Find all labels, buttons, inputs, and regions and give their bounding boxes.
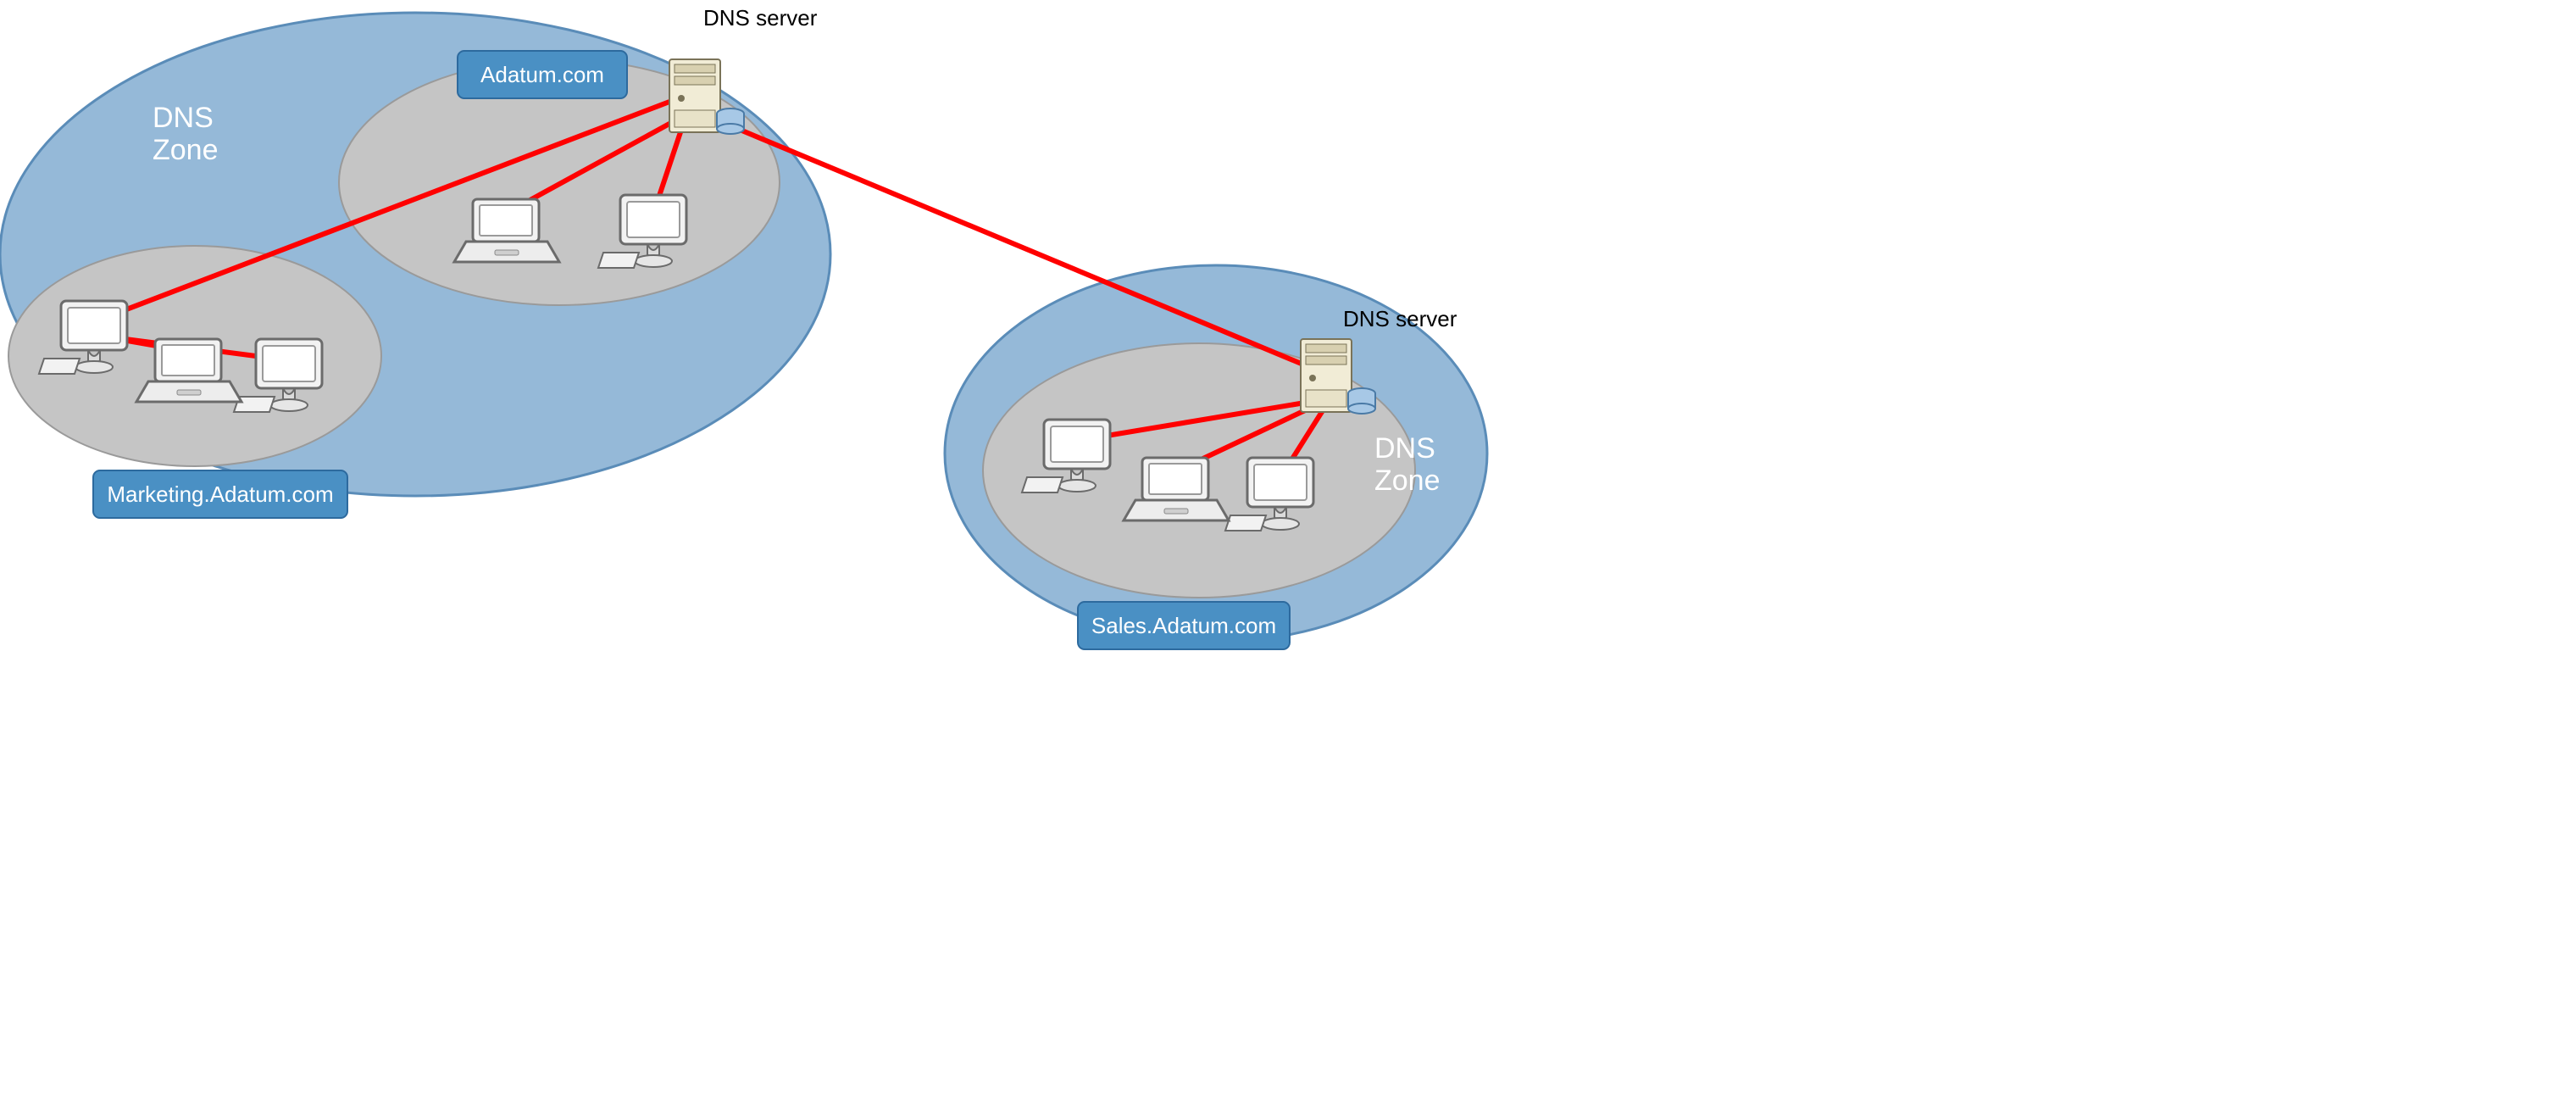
dns-zone-label: DNSZone [153, 102, 219, 166]
dns-server-caption: DNS server [1343, 306, 1457, 331]
server-icon [669, 59, 744, 134]
dns-zone-label: DNSZone [1374, 432, 1441, 497]
domain-label-text: Adatum.com [480, 62, 604, 87]
domain-label-text: Marketing.Adatum.com [107, 481, 333, 507]
dns-server-caption: DNS server [703, 5, 818, 31]
domain-label-text: Sales.Adatum.com [1091, 613, 1276, 638]
network-diagram: Adatum.com Marketing.Adatum.com Sales.Adat… [0, 0, 1508, 653]
